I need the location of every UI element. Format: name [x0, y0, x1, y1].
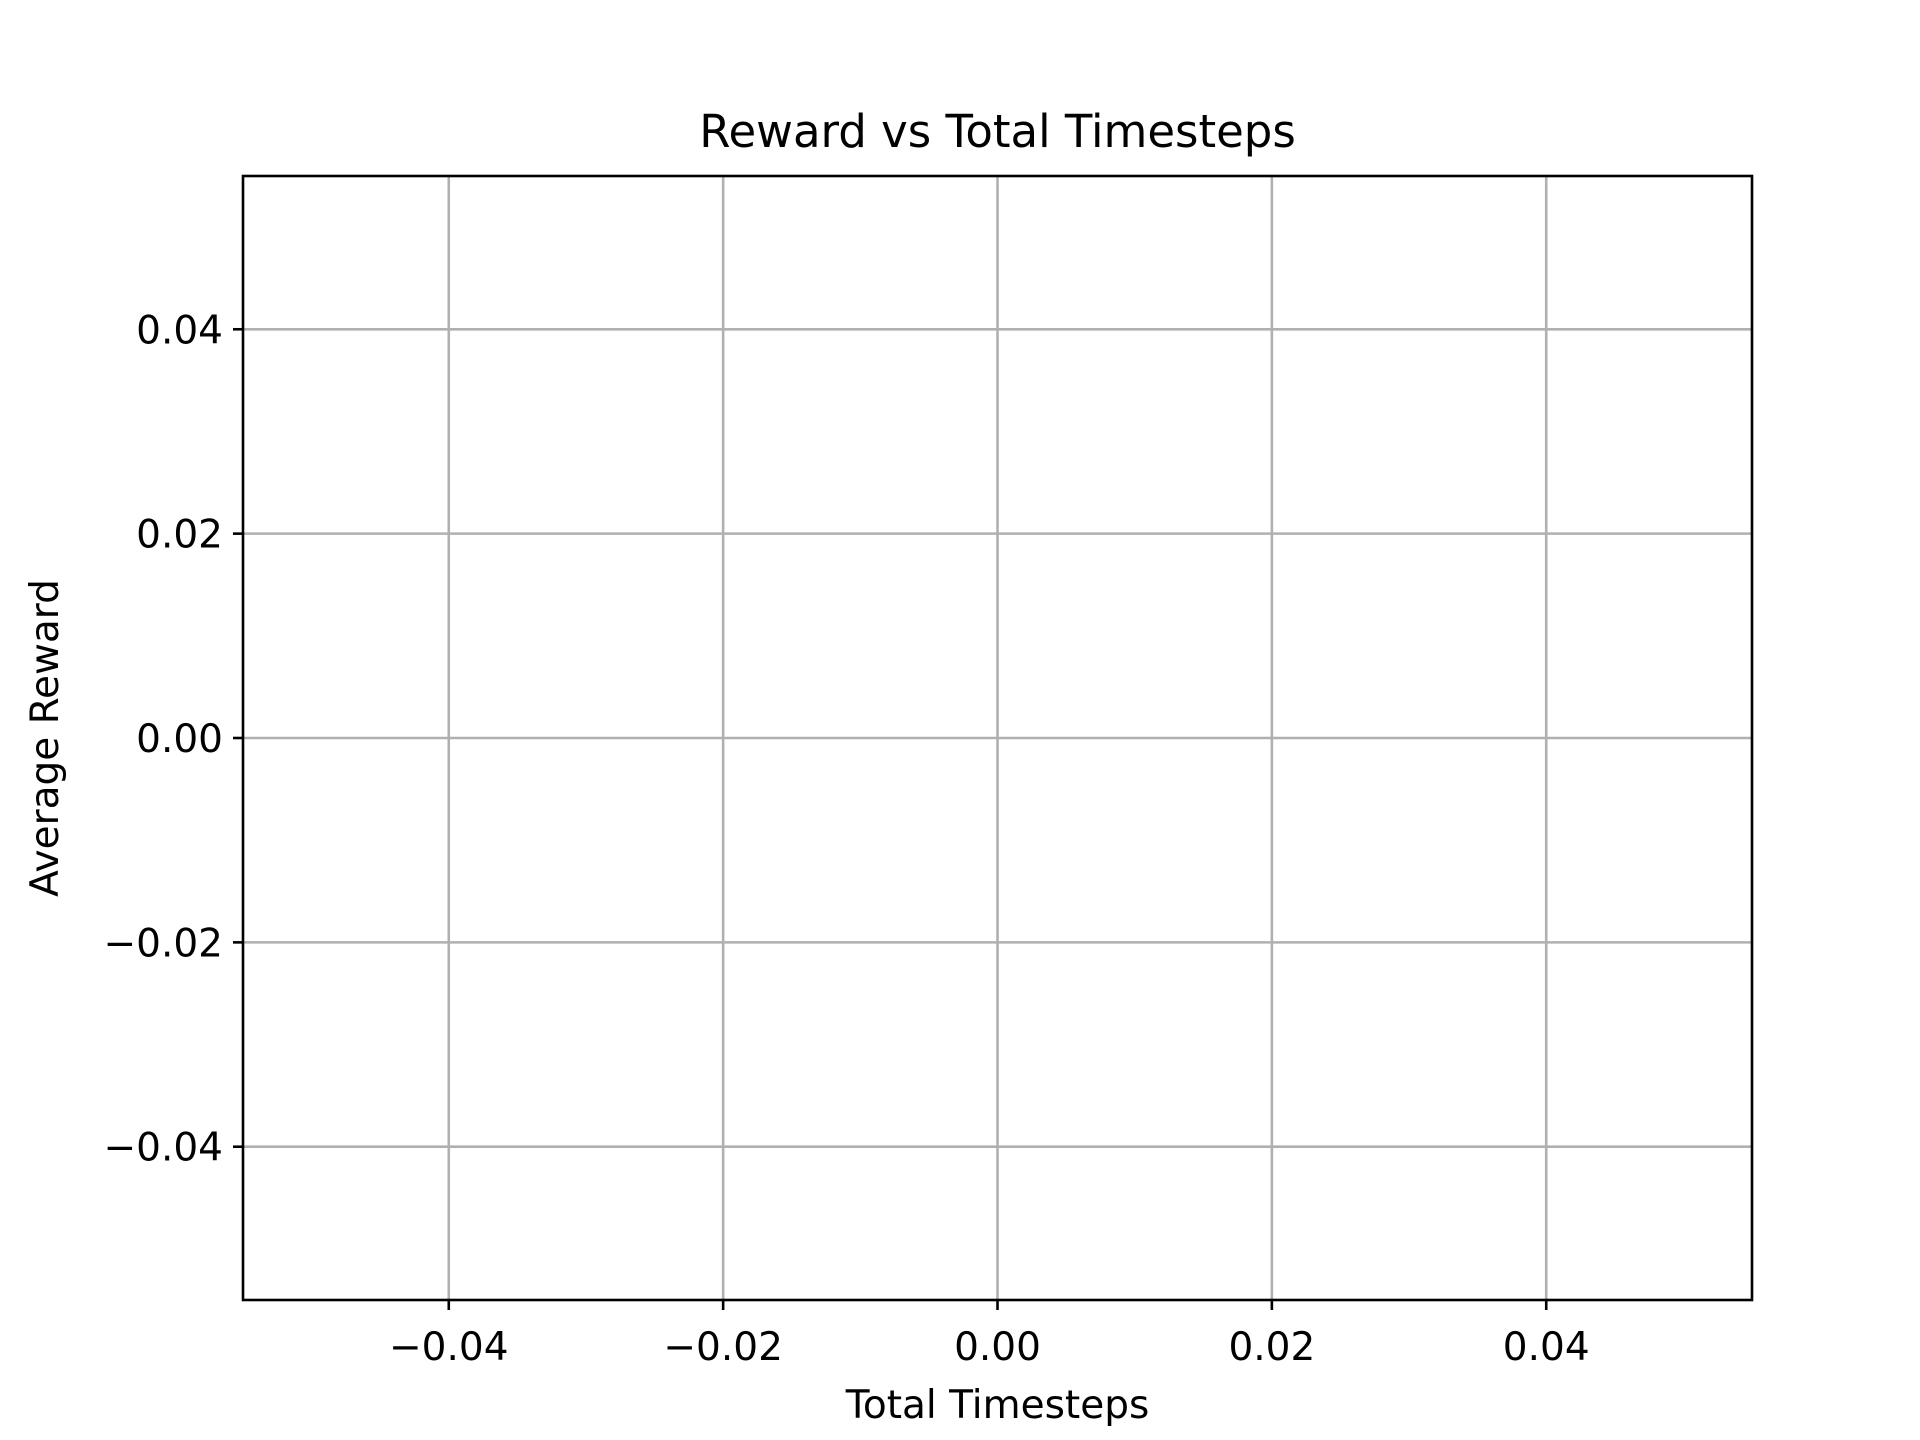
x-tick-label: −0.04 — [389, 1325, 509, 1370]
y-tick-label: −0.04 — [103, 1126, 223, 1171]
axis-ticks: −0.04 −0.02 0.00 0.02 0.04 −0.04 −0.02 0.00 0.02… — [103, 308, 1589, 1370]
y-axis-label: Average Reward — [23, 579, 68, 897]
x-tick-label: 0.04 — [1503, 1325, 1590, 1370]
grid — [243, 176, 1752, 1300]
y-tick-label: 0.04 — [136, 308, 223, 353]
x-tick-label: 0.02 — [1228, 1325, 1315, 1370]
x-tick-label: −0.02 — [663, 1325, 783, 1370]
x-tick-label: 0.00 — [954, 1325, 1041, 1370]
y-tick-label: 0.02 — [136, 513, 223, 558]
y-tick-label: −0.02 — [103, 921, 223, 966]
chart-title: Reward vs Total Timesteps — [699, 105, 1296, 158]
x-axis-label: Total Timesteps — [845, 1383, 1150, 1428]
y-tick-label: 0.00 — [136, 717, 223, 762]
